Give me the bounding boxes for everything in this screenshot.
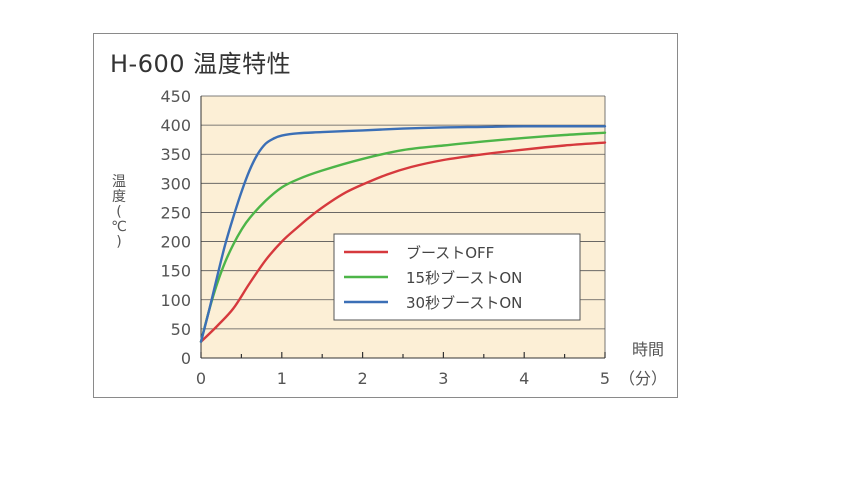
series-line-1 [199, 131, 607, 343]
series-line-2 [199, 125, 607, 343]
y-tick-label-350: 350 [160, 145, 191, 164]
x-axis-label-top: 時間 [632, 340, 664, 359]
x-tick-label-5: 5 [600, 369, 610, 388]
y-tick-label-250: 250 [160, 203, 191, 222]
x-tick-label-1: 1 [277, 369, 287, 388]
legend-label-1: 15秒ブーストON [406, 269, 522, 287]
legend-label-0: ブーストOFF [406, 244, 494, 262]
y-tick-label-300: 300 [160, 174, 191, 193]
x-axis-label-bottom: （分） [619, 369, 667, 388]
y-tick-label-400: 400 [160, 116, 191, 135]
x-tick-label-0: 0 [196, 369, 206, 388]
series-line-0 [199, 141, 607, 343]
legend-label-2: 30秒ブーストON [406, 294, 522, 312]
y-tick-label-100: 100 [160, 291, 191, 310]
y-tick-label-450: 450 [160, 87, 191, 106]
x-tick-label-2: 2 [358, 369, 368, 388]
chart-frame: H-600 温度特性 ブーストOFF 15秒ブーストON 30秒ブーストON 0 50… [93, 33, 678, 398]
y-axis-label-char-4: ) [116, 234, 121, 250]
x-tick-label-4: 4 [519, 369, 529, 388]
y-tick-label-0: 0 [181, 349, 191, 368]
y-tick-label-200: 200 [160, 233, 191, 252]
y-axis-label-char-1: 度 [112, 189, 126, 205]
y-tick-label-150: 150 [160, 262, 191, 281]
x-tick-label-3: 3 [438, 369, 448, 388]
y-tick-label-50: 50 [171, 320, 191, 339]
y-axis-label-char-2: ( [116, 204, 121, 220]
chart-title: H-600 温度特性 [110, 50, 292, 78]
y-axis-label-char-3: ℃ [111, 219, 127, 235]
y-axis-label-char-0: 温 [112, 174, 126, 190]
